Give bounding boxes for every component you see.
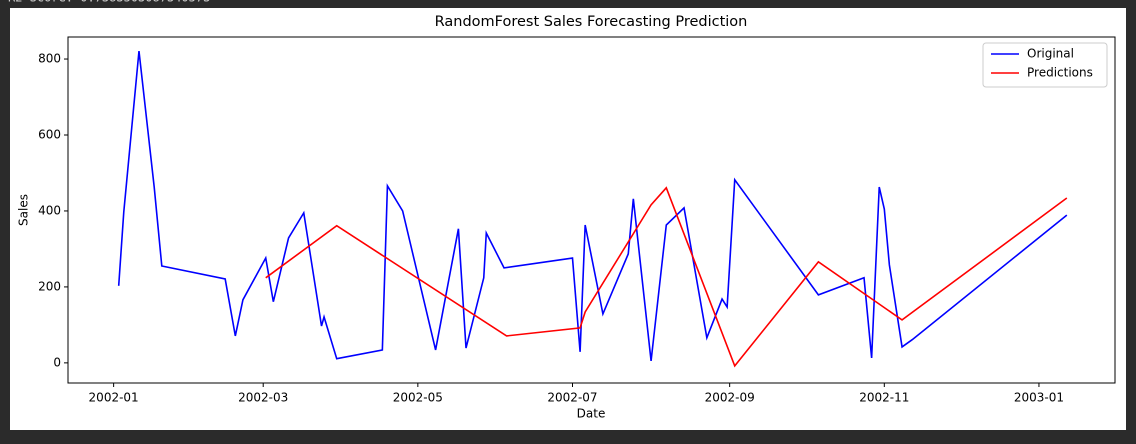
x-axis-label: Date: [577, 407, 606, 421]
legend-label: Predictions: [1027, 66, 1093, 80]
x-tick-label: 2002-03: [238, 391, 288, 405]
legend-label: Original: [1027, 47, 1074, 61]
y-tick-label: 400: [38, 203, 61, 217]
x-tick-label: 2002-05: [393, 391, 443, 405]
y-tick-label: 600: [38, 127, 61, 141]
chart-title: RandomForest Sales Forecasting Predictio…: [435, 14, 748, 30]
figure-background: [10, 8, 1126, 430]
x-tick-label: 2002-07: [547, 391, 597, 405]
series-line: [117, 50, 1068, 362]
x-tick-label: 2002-11: [859, 391, 909, 405]
x-tick-label: 2002-09: [705, 391, 755, 405]
y-axis-label: Sales: [17, 194, 31, 226]
x-tick-label: 2002-01: [89, 391, 139, 405]
series-line: [265, 186, 1068, 368]
r2-score: R2 Score: 0.7383503087340573: [8, 0, 210, 5]
y-tick-label: 0: [53, 355, 61, 369]
y-tick-label: 200: [38, 279, 61, 293]
plot-frame: [67, 36, 1116, 384]
y-tick-label: 800: [38, 52, 61, 66]
x-tick-label: 2003-01: [1014, 391, 1064, 405]
